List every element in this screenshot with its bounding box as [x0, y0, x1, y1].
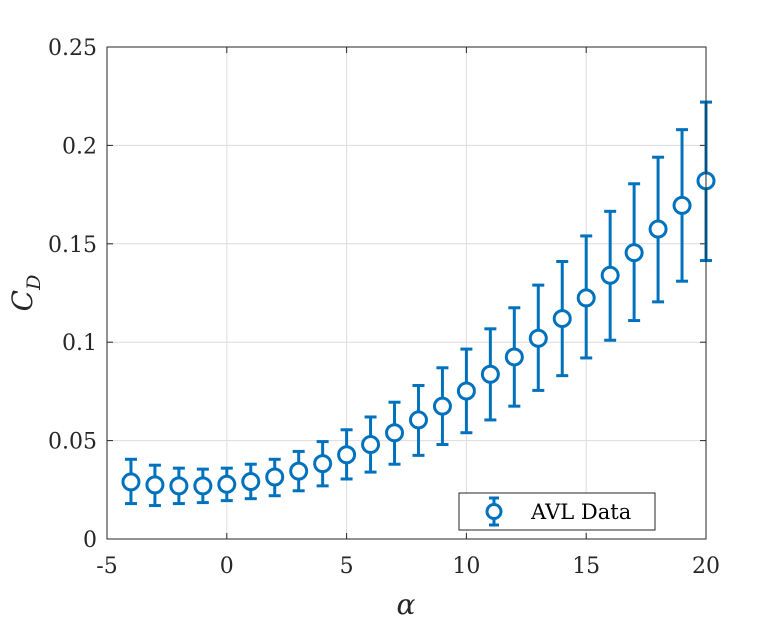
data-point — [504, 306, 524, 408]
y-tick-label: 0 — [83, 528, 97, 553]
data-point — [408, 383, 428, 457]
data-marker — [600, 265, 620, 285]
data-point — [313, 440, 333, 488]
data-marker — [408, 410, 428, 430]
data-point — [241, 462, 261, 501]
y-tick-label: 0.05 — [48, 430, 97, 455]
x-tick-label: 20 — [692, 554, 720, 579]
data-marker — [313, 454, 333, 474]
x-axis-label: α — [397, 588, 416, 621]
data-marker — [576, 288, 596, 308]
data-marker — [265, 467, 285, 487]
data-point — [432, 366, 452, 447]
data-point — [361, 415, 381, 474]
data-point — [672, 128, 692, 283]
data-marker — [145, 475, 165, 495]
data-point — [121, 457, 141, 506]
y-tick-label: 0.1 — [62, 331, 97, 356]
data-marker — [528, 328, 548, 348]
x-tick-label: 15 — [572, 554, 600, 579]
data-marker — [169, 476, 189, 496]
y-tick-label: 0.25 — [48, 36, 97, 61]
data-point — [169, 466, 189, 506]
data-point — [576, 234, 596, 360]
data-point — [289, 449, 309, 493]
data-marker — [480, 364, 500, 384]
legend-circle — [485, 503, 503, 520]
data-marker — [624, 243, 644, 263]
data-marker — [217, 474, 237, 494]
svg-text:CD: CD — [6, 275, 45, 312]
data-series — [121, 100, 716, 508]
data-point — [552, 260, 572, 378]
data-marker — [361, 435, 381, 455]
data-point — [600, 209, 620, 342]
data-marker — [121, 472, 141, 492]
y-axis-label: CD — [6, 275, 45, 312]
data-point — [528, 283, 548, 392]
data-point — [193, 467, 213, 505]
y-tick-labels: 0 0.05 0.1 0.15 0.2 0.25 — [48, 36, 97, 553]
data-point — [624, 182, 644, 323]
data-marker — [672, 195, 692, 215]
y-tick-label: 0.15 — [48, 233, 97, 258]
legend-marker-icon — [485, 496, 503, 527]
legend-label: AVL Data — [530, 500, 631, 524]
x-tick-labels: -5 0 5 10 15 20 — [96, 554, 720, 579]
data-point — [145, 463, 165, 508]
data-point — [456, 347, 476, 435]
data-marker — [552, 309, 572, 329]
data-point — [480, 327, 500, 422]
data-marker — [456, 381, 476, 401]
data-marker — [432, 396, 452, 416]
data-point — [337, 428, 357, 481]
data-marker — [504, 347, 524, 367]
x-tick-label: -5 — [96, 554, 117, 579]
data-marker — [193, 476, 213, 496]
x-tick-label: 5 — [340, 554, 354, 579]
y-tick-label: 0.2 — [62, 134, 97, 159]
data-marker — [385, 423, 405, 443]
data-point — [217, 466, 237, 503]
x-tick-label: 0 — [220, 554, 234, 579]
data-marker — [648, 219, 668, 239]
data-point — [385, 400, 405, 466]
y-axis-label-subscript: D — [23, 275, 45, 291]
data-marker — [241, 472, 261, 492]
plot-frame — [106, 46, 707, 540]
legend: AVL Data — [458, 492, 656, 531]
data-point — [265, 457, 285, 498]
data-marker — [337, 445, 357, 465]
x-tick-label: 10 — [452, 554, 480, 579]
data-point — [648, 155, 668, 304]
y-axis-label-main: C — [6, 290, 39, 311]
data-marker — [289, 461, 309, 481]
plot-area — [107, 47, 706, 539]
